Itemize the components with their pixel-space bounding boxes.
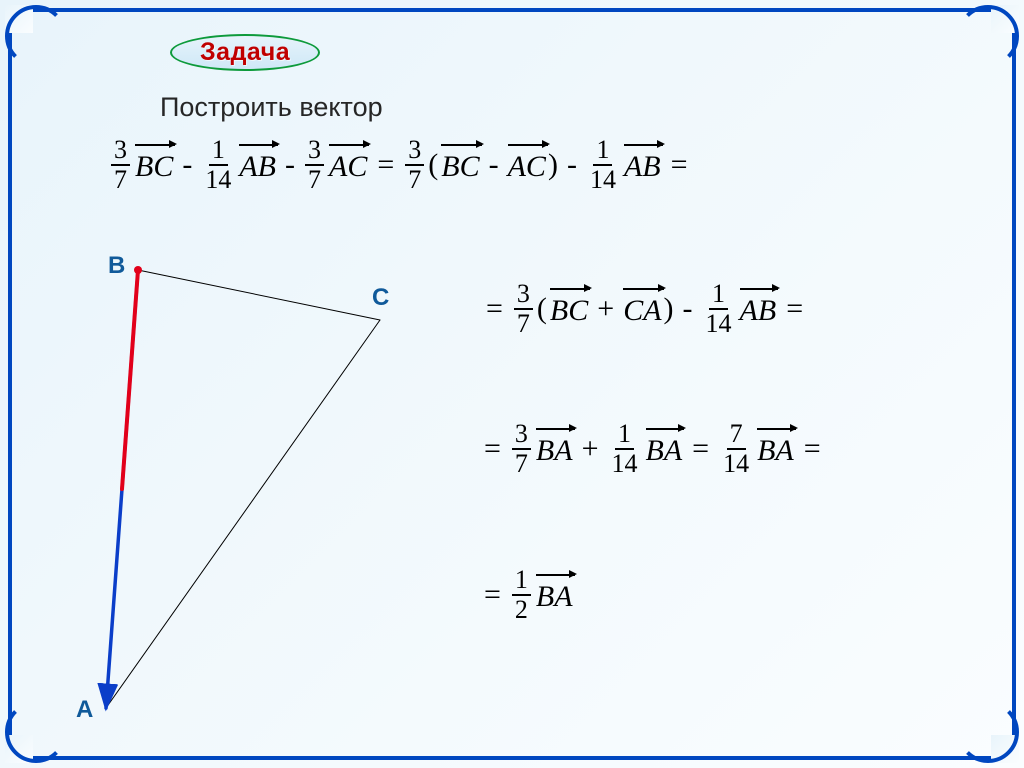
point-label-b: В — [108, 252, 125, 280]
equation-line-4: = 12 BA — [476, 566, 575, 624]
corner-tr — [991, 5, 1019, 33]
vector-diagram: В С А — [70, 250, 450, 730]
point-label-a: А — [76, 696, 93, 724]
prompt-text: Построить вектор — [160, 92, 383, 123]
corner-br — [991, 735, 1019, 763]
equation-line-2: = 37 ( BC + CA ) - 114 AB = — [478, 280, 811, 338]
point-label-c: С — [372, 284, 389, 312]
corner-bl — [5, 735, 33, 763]
equation-line-3: = 37 BA + 114 BA = 714 BA = — [476, 420, 829, 478]
diagram-svg — [70, 250, 450, 730]
equation-line-1: 37 BC - 114 AB - 37 AC = 37 ( BC - AC ) … — [108, 136, 696, 194]
corner-tl — [5, 5, 33, 33]
task-badge: Задача — [170, 34, 320, 71]
